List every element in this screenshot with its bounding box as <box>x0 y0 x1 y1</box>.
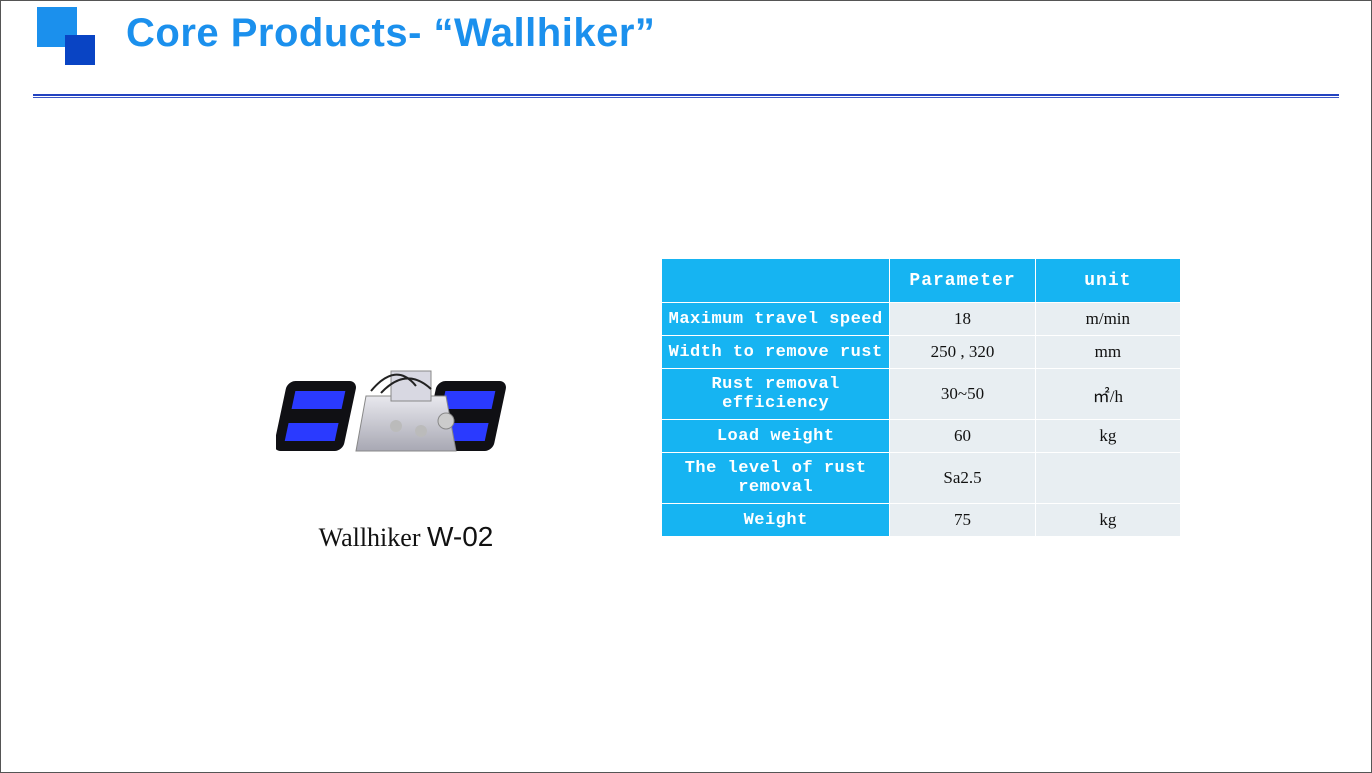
row-unit: m/min <box>1035 303 1180 336</box>
caption-prefix: Wallhiker <box>319 523 427 552</box>
table-row: Rust removal efficiency 30~50 ㎡/h <box>662 369 1181 420</box>
spec-table: Parameter unit Maximum travel speed 18 m… <box>661 258 1181 537</box>
table-header-unit: unit <box>1035 259 1180 303</box>
product-caption: Wallhiker W-02 <box>246 521 566 553</box>
row-param: 30~50 <box>890 369 1035 420</box>
row-label: Maximum travel speed <box>662 303 890 336</box>
table-header-row: Parameter unit <box>662 259 1181 303</box>
table-header-parameter: Parameter <box>890 259 1035 303</box>
table-row: The level of rust removal Sa2.5 <box>662 453 1181 504</box>
row-unit: mm <box>1035 336 1180 369</box>
row-unit <box>1035 453 1180 504</box>
row-unit: ㎡/h <box>1035 369 1180 420</box>
product-panel: Wallhiker W-02 <box>246 331 566 553</box>
product-image <box>276 331 536 481</box>
title-rule-bottom <box>33 97 1339 98</box>
spec-table-wrap: Parameter unit Maximum travel speed 18 m… <box>661 258 1181 537</box>
slide: Core Products- “Wallhiker” <box>0 0 1372 773</box>
row-param: Sa2.5 <box>890 453 1035 504</box>
row-unit: kg <box>1035 420 1180 453</box>
caption-model: W-02 <box>427 521 493 552</box>
row-label: Weight <box>662 504 890 537</box>
table-row: Load weight 60 kg <box>662 420 1181 453</box>
row-param: 18 <box>890 303 1035 336</box>
page-title: Core Products- “Wallhiker” <box>126 11 655 56</box>
table-row: Maximum travel speed 18 m/min <box>662 303 1181 336</box>
decorative-square-2 <box>65 35 95 65</box>
row-label: The level of rust removal <box>662 453 890 504</box>
row-unit: kg <box>1035 504 1180 537</box>
row-label: Rust removal efficiency <box>662 369 890 420</box>
row-param: 250 , 320 <box>890 336 1035 369</box>
table-body: Maximum travel speed 18 m/min Width to r… <box>662 303 1181 537</box>
row-label: Load weight <box>662 420 890 453</box>
table-header-blank <box>662 259 890 303</box>
row-label: Width to remove rust <box>662 336 890 369</box>
row-param: 75 <box>890 504 1035 537</box>
title-rule-top <box>33 94 1339 96</box>
row-param: 60 <box>890 420 1035 453</box>
table-row: Width to remove rust 250 , 320 mm <box>662 336 1181 369</box>
table-row: Weight 75 kg <box>662 504 1181 537</box>
